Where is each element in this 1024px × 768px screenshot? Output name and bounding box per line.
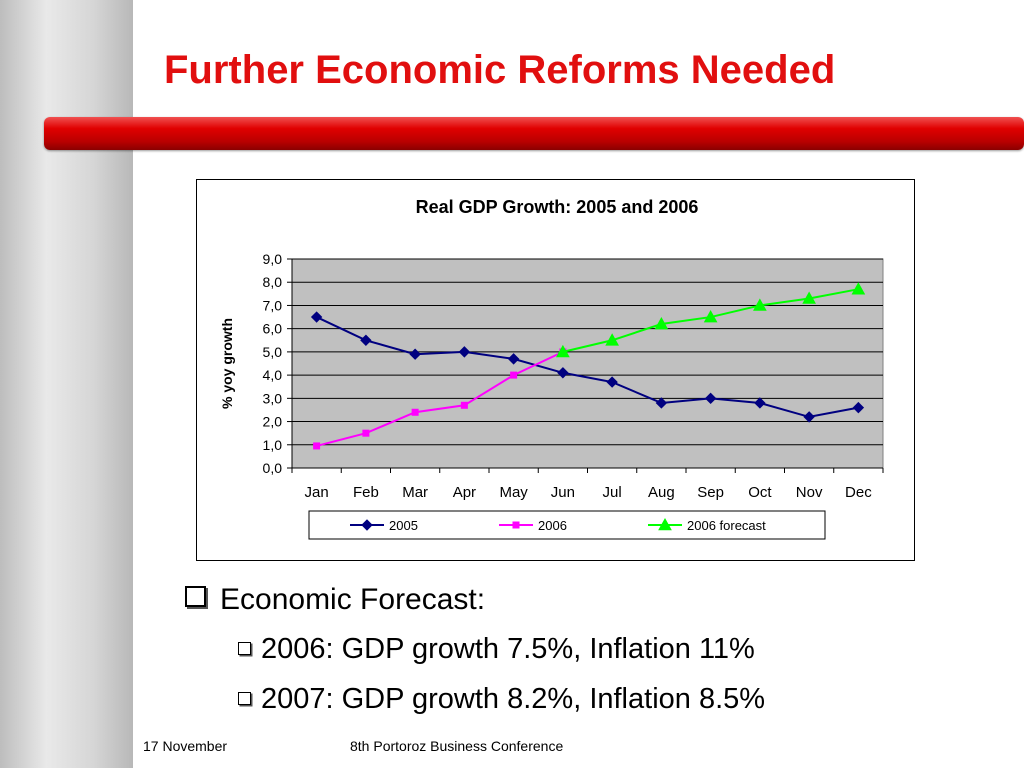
x-tick-label: Dec: [845, 484, 872, 501]
data-point-2006: [510, 371, 518, 379]
data-point-2006-forecast: [556, 344, 570, 358]
series-line-2005: [316, 316, 859, 418]
title-underline-bar: [44, 117, 1024, 150]
data-point-2005: [409, 348, 421, 360]
x-tick-label: Jan: [305, 484, 329, 501]
data-point-2005: [754, 397, 766, 409]
data-point-2005: [704, 392, 717, 405]
data-point-2005: [803, 411, 815, 423]
x-tick-label: Sep: [697, 484, 724, 501]
data-point-2006: [362, 429, 370, 437]
data-point-2005: [606, 376, 618, 388]
y-tick-label: 4,0: [263, 367, 283, 383]
x-tick-label: Nov: [796, 484, 823, 501]
y-tick-label: 6,0: [263, 321, 283, 337]
square-bullet-icon: [185, 586, 206, 607]
footer-date: 17 November: [143, 738, 228, 754]
y-tick-label: 3,0: [263, 390, 283, 406]
data-point-2006: [411, 408, 419, 416]
data-point-2006: [313, 442, 321, 450]
chart-title: Real GDP Growth: 2005 and 2006: [416, 197, 699, 217]
data-point-2006-forecast: [802, 291, 816, 304]
legend-box: [308, 510, 826, 540]
bullet-sub-2-text: 2007: GDP growth 8.2%, Inflation 8.5%: [261, 683, 766, 715]
data-point-2005: [360, 334, 372, 346]
side-decoration-bar: [0, 0, 133, 768]
data-point-2005: [507, 353, 520, 365]
data-point-2006-forecast: [851, 282, 866, 295]
data-point-2005: [310, 311, 323, 323]
data-point-2005: [458, 346, 471, 358]
legend-label: 2005: [389, 518, 418, 533]
square-bullet-icon: [238, 692, 251, 705]
bullet-sub-1: 2006: GDP growth 7.5%, Inflation 11%: [238, 633, 755, 666]
footer-event: 8th Portoroz Business Conference: [350, 738, 564, 754]
legend-label: 2006: [538, 518, 567, 533]
legend-label: 2006 forecast: [687, 518, 766, 533]
data-point-2006-forecast: [753, 298, 767, 311]
legend-marker-2006-forecast: [658, 517, 672, 531]
x-tick-label: May: [499, 484, 528, 501]
chart-frame: Real GDP Growth: 2005 and 2006 0,0 1,0 2,0 3…: [196, 179, 915, 561]
y-tick-label: 7,0: [263, 297, 283, 313]
slide-title: Further Economic Reforms Needed: [164, 48, 836, 92]
x-tick-label: Jun: [551, 484, 575, 501]
data-point-2005: [557, 367, 569, 379]
data-point-2006-forecast: [703, 310, 718, 323]
bullet-main-text: Economic Forecast:: [220, 583, 486, 616]
bullet-sub-2: 2007: GDP growth 8.2%, Inflation 8.5%: [238, 683, 765, 716]
data-point-2005: [852, 401, 865, 414]
x-tick-label: Oct: [748, 484, 772, 501]
bullet-sub-1-text: 2006: GDP growth 7.5%, Inflation 11%: [261, 633, 755, 665]
y-tick-label: 8,0: [263, 274, 283, 290]
data-point-2006: [460, 401, 468, 409]
x-tick-label: Aug: [648, 484, 675, 501]
y-tick-label: 5,0: [263, 344, 283, 360]
y-tick-label: 9,0: [263, 251, 283, 267]
legend-marker-2005: [361, 519, 373, 531]
y-tick-label: 2,0: [263, 414, 283, 430]
data-point-2005: [655, 397, 668, 409]
y-axis-label: % yoy growth: [219, 318, 235, 409]
x-tick-label: Apr: [453, 484, 476, 501]
x-tick-label: Feb: [353, 484, 379, 501]
x-tick-label: Jul: [603, 484, 622, 501]
bullet-main: Economic Forecast:: [185, 583, 485, 617]
square-bullet-icon: [238, 642, 251, 655]
y-tick-label: 1,0: [263, 437, 283, 453]
gdp-line-chart: Real GDP Growth: 2005 and 2006 0,0 1,0 2,0 3…: [219, 197, 884, 540]
y-tick-label: 0,0: [263, 460, 283, 476]
series-line-2006: [316, 350, 564, 447]
data-point-2006-forecast: [605, 333, 619, 346]
data-point-2006-forecast: [654, 316, 669, 330]
x-tick-label: Mar: [402, 484, 428, 501]
plot-area: [291, 258, 884, 469]
legend-marker-2006: [512, 521, 520, 529]
